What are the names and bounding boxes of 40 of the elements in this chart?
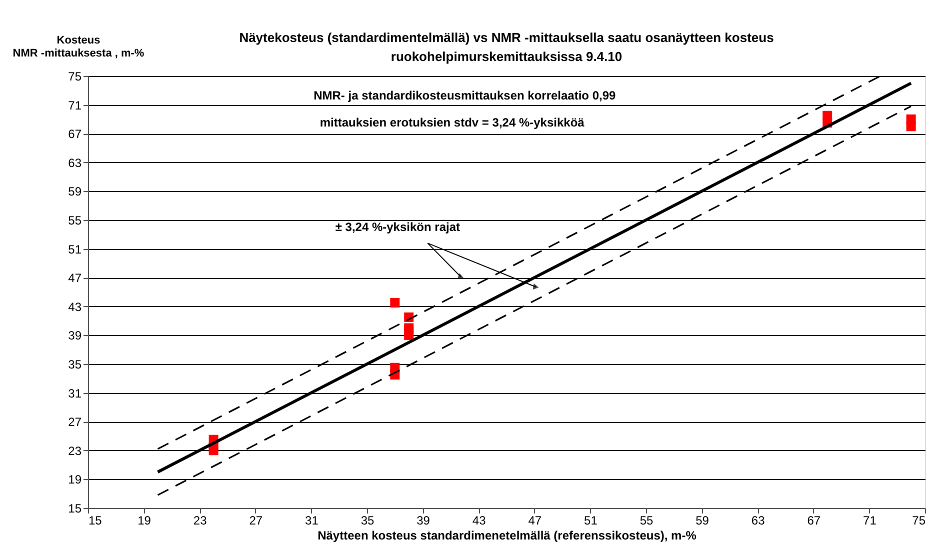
x-tick-label: 75: [912, 514, 926, 528]
x-tick-label: 67: [807, 514, 821, 528]
y-tick-label: 19: [68, 472, 82, 487]
x-tick-label: 39: [416, 514, 430, 528]
x-tick-label: 27: [249, 514, 263, 528]
y-tick-label: 43: [68, 300, 82, 314]
x-tick-label: 19: [138, 514, 152, 528]
x-tick-label: 51: [584, 514, 598, 528]
y-tick-label: 39: [68, 328, 82, 343]
y-tick-label: 67: [68, 127, 82, 142]
x-tick-label: 35: [360, 514, 374, 528]
annotation: mittauksien erotuksien stdv = 3,24 %-yksikköä: [320, 116, 585, 130]
y-tick-label: 15: [68, 502, 82, 516]
x-tick-label: 15: [88, 514, 102, 528]
y-tick-label: 51: [68, 242, 82, 256]
annotation: ± 3,24 %-yksikön rajat: [335, 220, 460, 234]
y-tick-label: 63: [68, 156, 82, 170]
x-tick-label: 71: [863, 514, 877, 528]
y-tick-label: 27: [68, 415, 82, 430]
y-tick-label: 31: [68, 386, 82, 400]
y-tick-label: 59: [68, 184, 82, 199]
text: NMR -mittauksesta , m-%: [12, 48, 144, 60]
y-tick-label: 23: [68, 444, 82, 458]
text: Kosteus: [56, 34, 100, 46]
x-axis-title: Näytteen kosteus standardimenetelmällä (referenssikosteus), m-%: [318, 528, 697, 542]
x-tick-label: 31: [305, 514, 319, 528]
x-tick-label: 55: [640, 514, 654, 528]
x-tick-label: 43: [472, 514, 486, 528]
x-tick-label: 63: [751, 514, 766, 528]
annotation: NMR- ja standardikosteusmittauksen korrelaatio 0,99: [314, 88, 616, 102]
text: ruokohelpimurskemittauksissa 9.4.10: [390, 49, 622, 64]
y-tick-label: 47: [68, 271, 82, 286]
y-tick-label: 35: [68, 358, 82, 372]
x-tick-label: 23: [193, 514, 208, 528]
x-tick-label: 59: [696, 514, 710, 528]
text: Näytekosteus (standardimentelmällä) vs NMR -mittauksella saatu osanäytteen kosteus: [239, 30, 774, 45]
x-tick-label: 47: [528, 514, 542, 528]
y-tick-label: 55: [68, 214, 82, 228]
y-tick-label: 71: [68, 98, 82, 112]
y-tick-label: 75: [68, 70, 82, 84]
